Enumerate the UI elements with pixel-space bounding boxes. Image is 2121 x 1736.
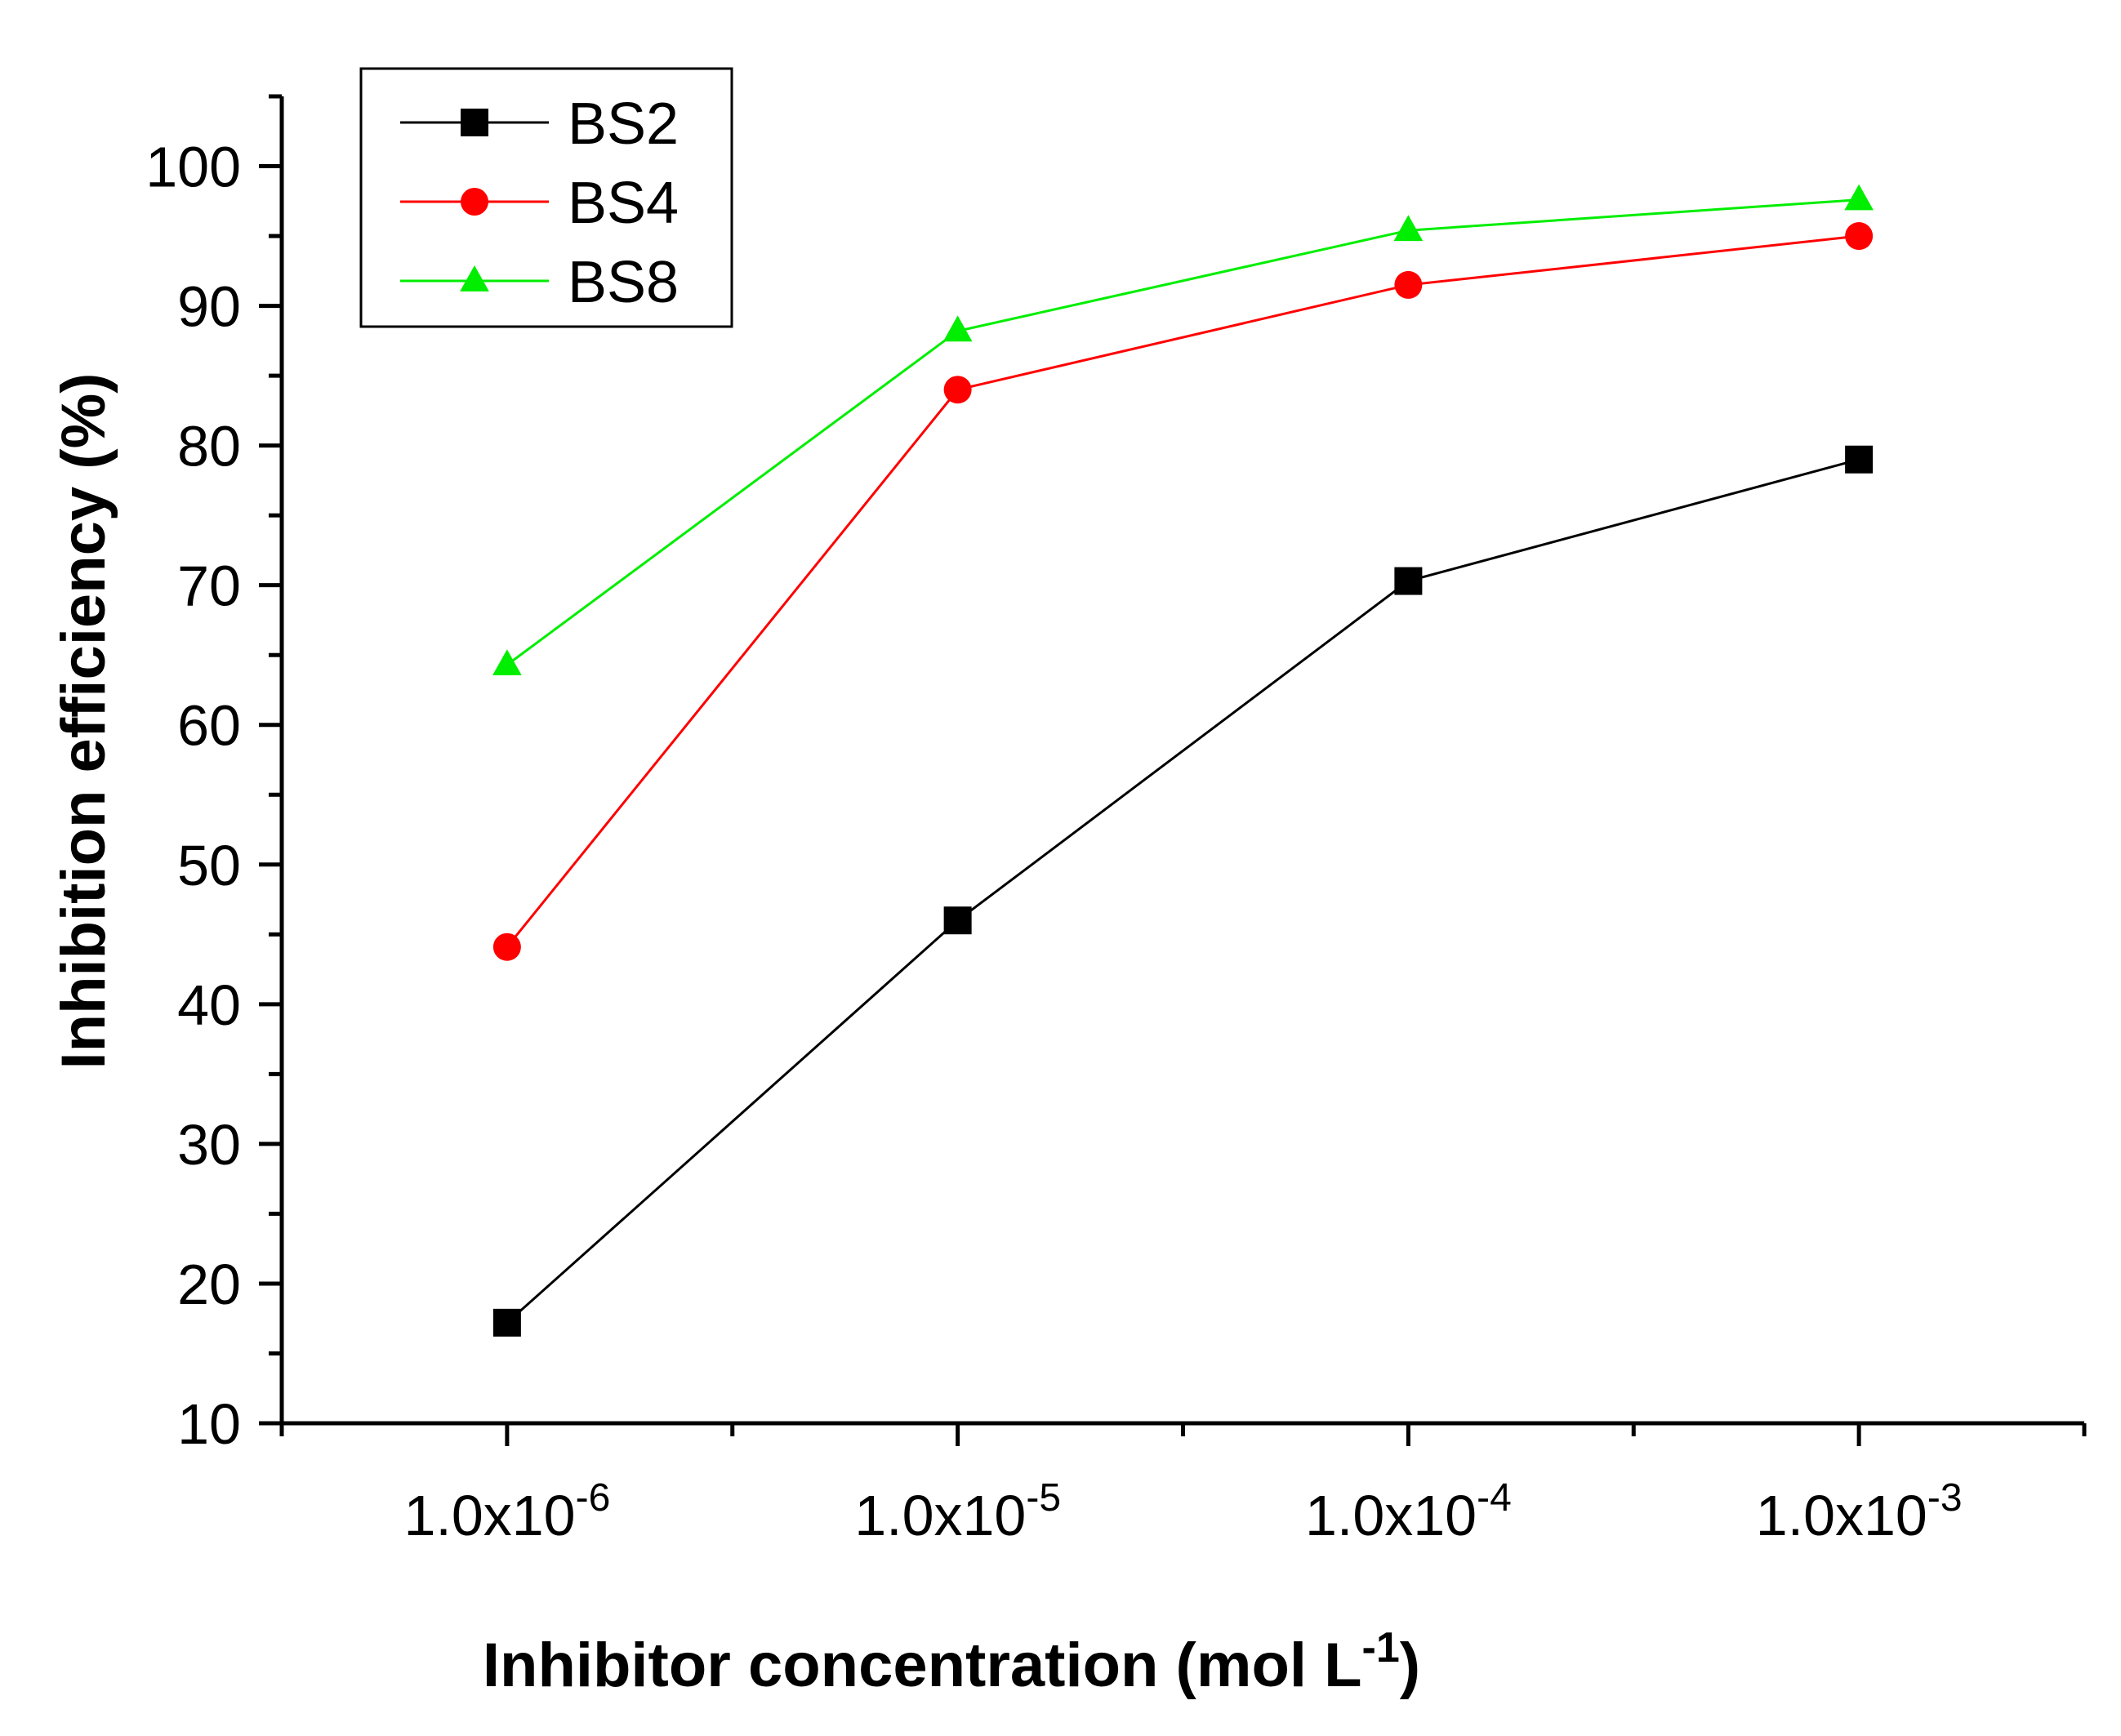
legend-label: BS2: [568, 91, 679, 157]
series-bs8: [492, 184, 1874, 676]
point-marker: [1393, 215, 1424, 242]
point-marker: [492, 1308, 521, 1337]
point-marker: [1394, 270, 1423, 299]
point-marker: [461, 109, 488, 136]
point-marker: [943, 376, 972, 404]
point-marker: [1844, 184, 1874, 211]
x-tick-label-exponent: -5: [1026, 1476, 1061, 1520]
point-marker: [492, 649, 522, 676]
x-tick-label-exponent: -4: [1477, 1476, 1512, 1520]
x-axis-title-superscript: -1: [1362, 1624, 1400, 1671]
point-marker: [461, 188, 488, 216]
legend-label: BS4: [568, 171, 679, 236]
x-tick-label-base: 1.0x10: [403, 1484, 575, 1547]
x-tick-label: 1.0x10-3: [1756, 1476, 1963, 1547]
series-line: [506, 198, 1860, 666]
series-bs2: [492, 445, 1874, 1337]
point-marker: [1845, 222, 1874, 251]
point-marker: [1845, 445, 1874, 474]
x-tick-label: 1.0x10-6: [403, 1476, 610, 1547]
y-tick-label: 20: [177, 1253, 241, 1316]
x-axis-title-suffix: ): [1400, 1631, 1420, 1700]
y-tick-label: 80: [177, 415, 241, 479]
y-tick-label: 40: [177, 973, 241, 1037]
series-bs4: [492, 222, 1874, 961]
y-tick-label: 30: [177, 1113, 241, 1177]
legend-box: [359, 67, 733, 328]
legend-label: BS8: [568, 250, 679, 315]
series-layer: [492, 184, 1874, 1337]
legend-item-bs4: BS4: [400, 171, 679, 236]
x-axis-title-main: Inhibitor concentration (mol L: [483, 1631, 1362, 1700]
x-tick-label: 1.0x10-5: [854, 1476, 1061, 1547]
point-marker: [492, 933, 521, 961]
x-tick-label-base: 1.0x10: [1756, 1484, 1927, 1547]
y-tick-label: 90: [177, 275, 241, 339]
x-tick-label-exponent: -3: [1927, 1476, 1963, 1520]
y-tick-label: 50: [177, 834, 241, 897]
y-tick-label: 70: [177, 554, 241, 618]
legend-item-bs2: BS2: [400, 91, 679, 157]
x-tick-label-base: 1.0x10: [854, 1484, 1026, 1547]
point-marker: [460, 265, 489, 292]
x-tick-label-base: 1.0x10: [1305, 1484, 1477, 1547]
x-tick-label-exponent: -6: [576, 1476, 611, 1520]
y-tick-label: 10: [177, 1392, 241, 1456]
y-tick-label: 60: [177, 694, 241, 758]
point-marker: [943, 906, 972, 935]
x-axis-title: Inhibitor concentration (mol L-1): [483, 1624, 1420, 1700]
y-axis-title: Inhibition efficiency (%): [49, 373, 118, 1070]
legend: BS2 BS4 BS8: [359, 67, 733, 328]
series-line: [506, 234, 1860, 948]
y-tick-label: 100: [145, 136, 241, 199]
point-marker: [942, 315, 973, 342]
point-marker: [1394, 567, 1423, 595]
legend-item-bs8: BS8: [400, 250, 679, 315]
x-tick-label: 1.0x10-4: [1305, 1476, 1512, 1547]
series-line: [506, 458, 1860, 1324]
